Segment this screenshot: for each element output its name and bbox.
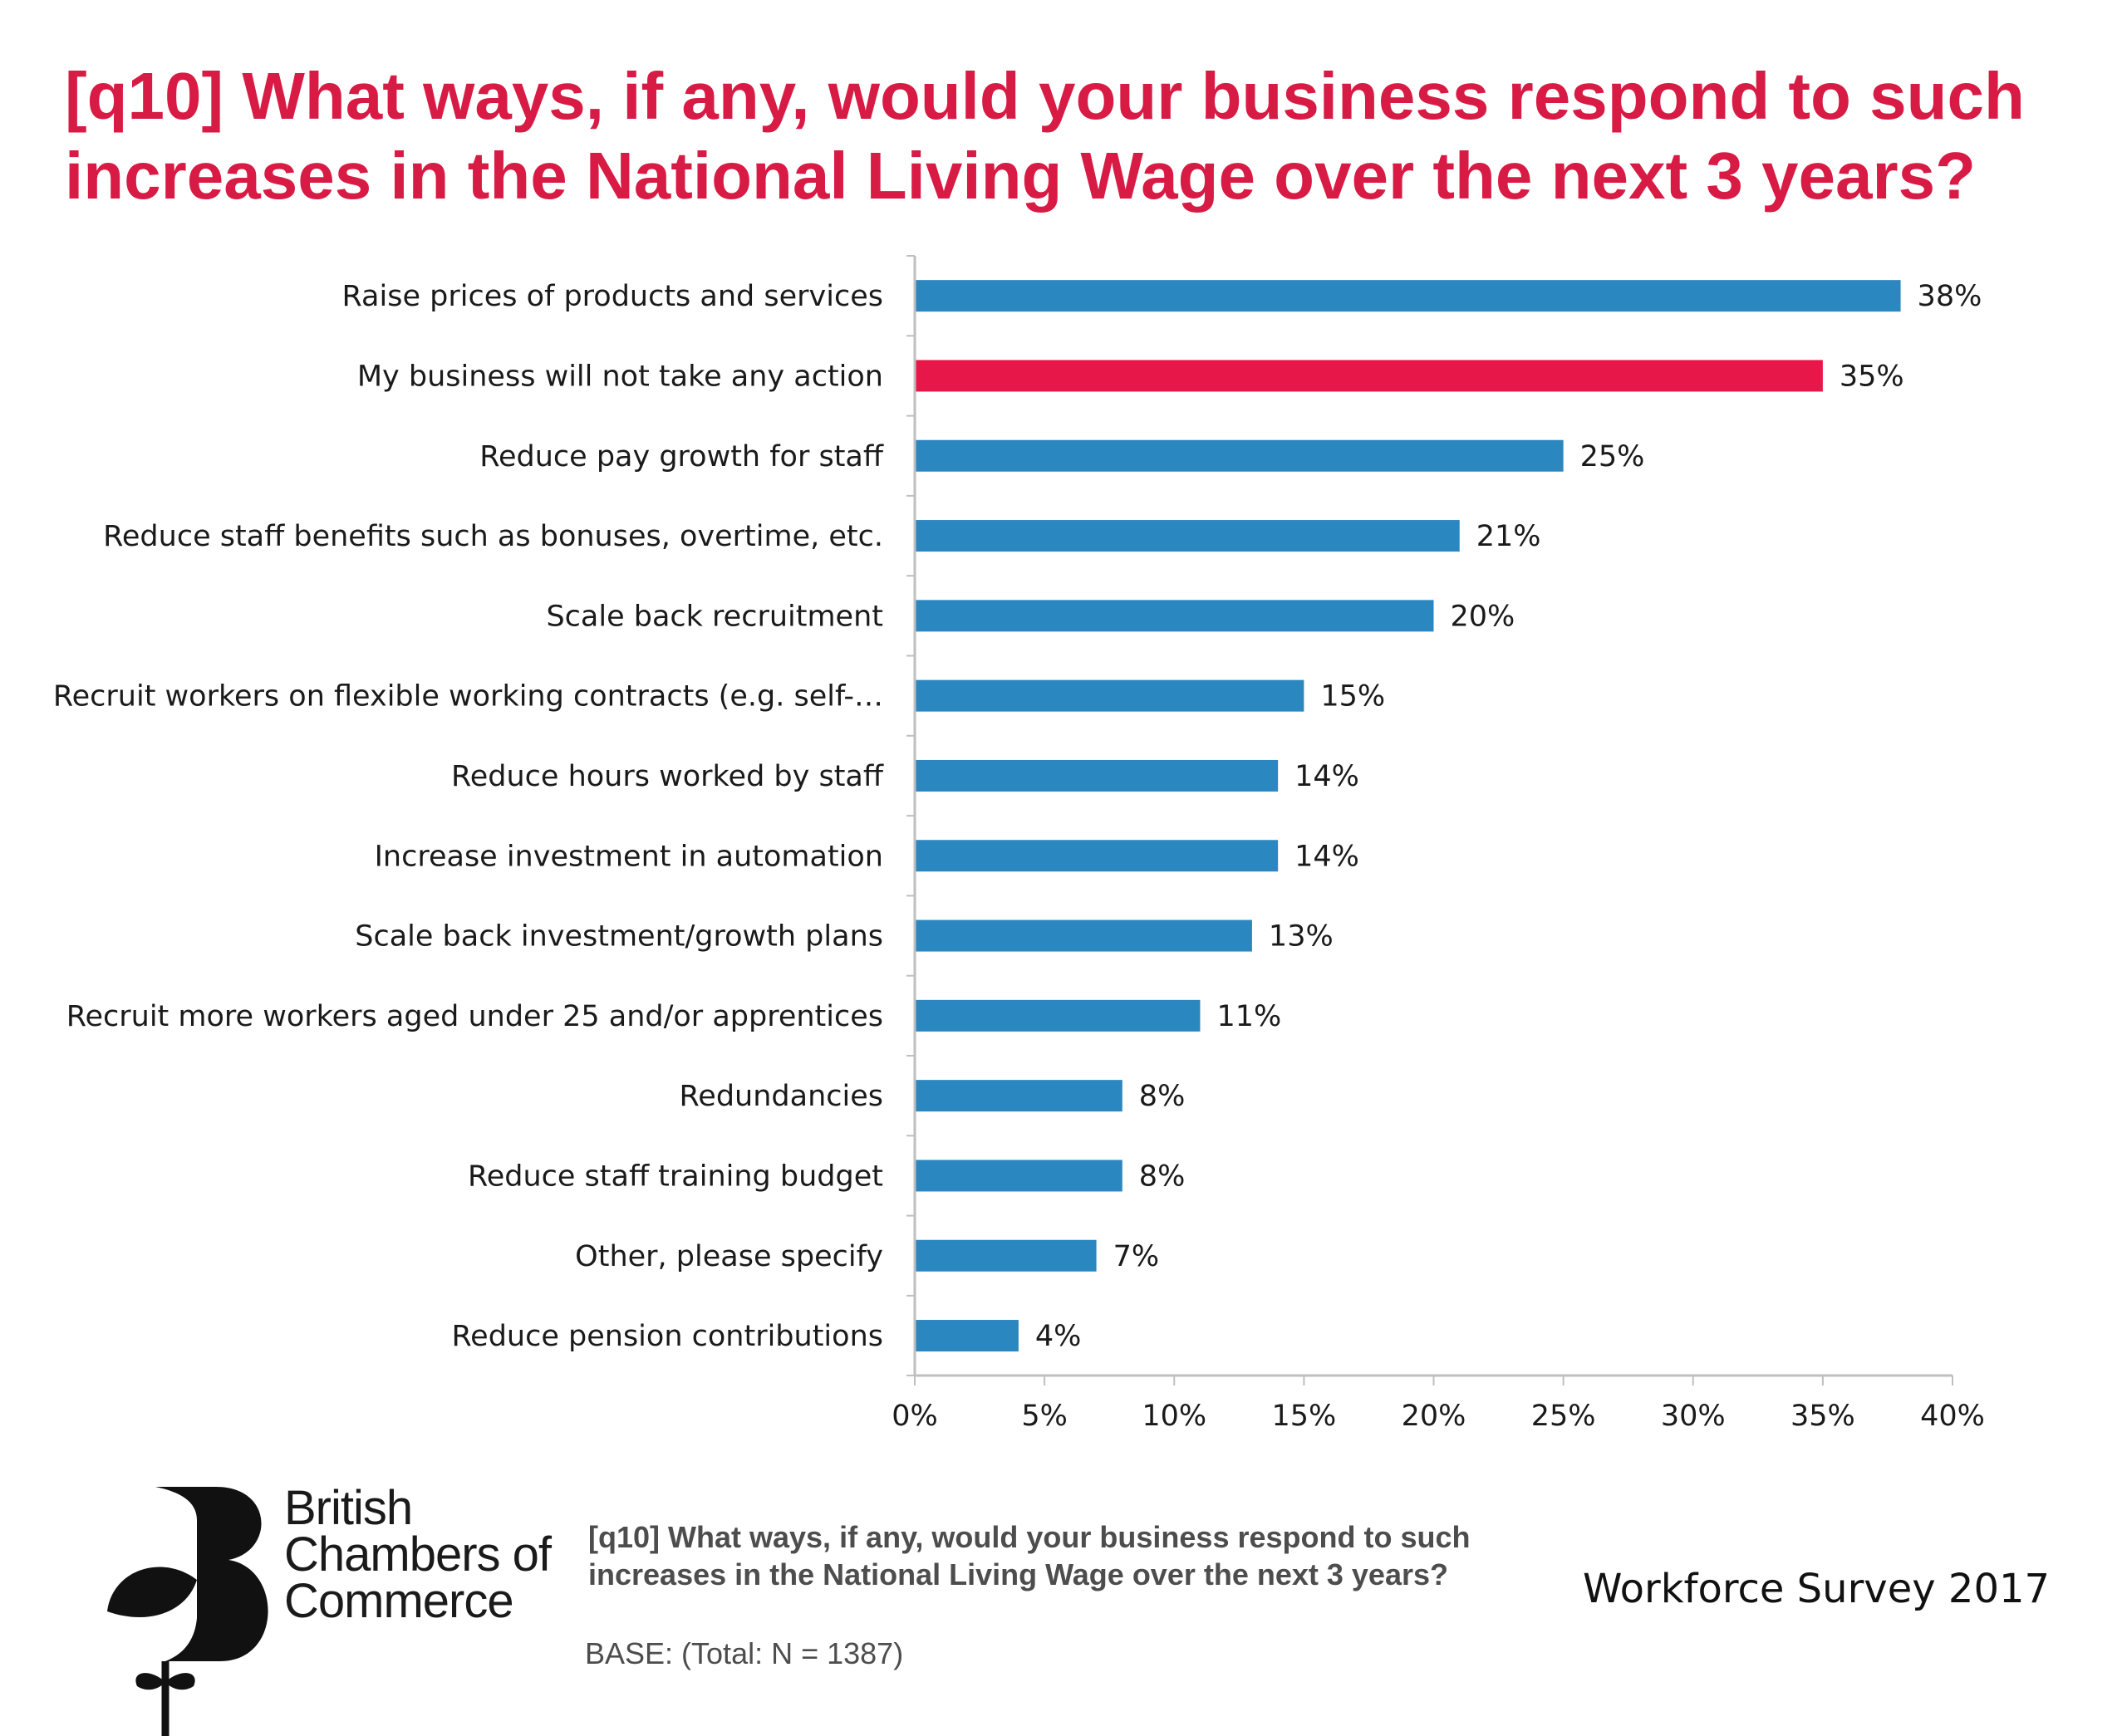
category-label: Increase investment in automation [375, 840, 883, 873]
data-label: 35% [1840, 360, 1904, 393]
footer-question-line-1: [q10] What ways, if any, would your busi… [588, 1520, 1471, 1554]
x-tick-label: 40% [1920, 1400, 1985, 1433]
page-title-line-2: increases in the National Living Wage ov… [65, 139, 1976, 213]
page-title-line-1: [q10] What ways, if any, would your busi… [65, 59, 2025, 133]
x-tick-label: 0% [892, 1400, 938, 1433]
data-label: 14% [1294, 840, 1359, 873]
category-label: Reduce staff benefits such as bonuses, o… [103, 520, 883, 553]
data-label: 11% [1216, 1000, 1281, 1033]
bar [915, 1160, 1122, 1192]
bar [915, 919, 1252, 952]
category-label: Recruit workers on flexible working cont… [53, 680, 883, 714]
bar [915, 1080, 1122, 1112]
bars-layer [915, 280, 1901, 1352]
organisation-name-line-2: Chambers of [284, 1528, 552, 1582]
data-label: 20% [1451, 600, 1515, 633]
category-label: Redundancies [680, 1080, 883, 1113]
x-tick-label: 15% [1271, 1400, 1336, 1433]
bar [915, 999, 1201, 1032]
x-tick-label: 30% [1661, 1400, 1726, 1433]
data-label: 4% [1035, 1320, 1082, 1353]
survey-name: Workforce Survey 2017 [1583, 1566, 2051, 1612]
x-tick-label: 5% [1021, 1400, 1068, 1433]
bar [915, 600, 1434, 632]
category-label: Scale back investment/growth plans [355, 920, 883, 954]
footer-question-line-2: increases in the National Living Wage ov… [588, 1557, 1448, 1591]
category-label: Scale back recruitment [546, 600, 883, 633]
footer-question: [q10] What ways, if any, would your busi… [588, 1518, 1585, 1593]
bcc-b-flower-logo-icon [107, 1487, 268, 1736]
bar [915, 679, 1304, 712]
labels-layer: Raise prices of products and services 38%… [53, 280, 1985, 1433]
data-label: 14% [1294, 760, 1359, 793]
x-tick-label: 25% [1531, 1400, 1596, 1433]
bar [915, 840, 1279, 872]
x-tick-label: 20% [1402, 1400, 1466, 1433]
data-label: 13% [1269, 920, 1334, 954]
bar [915, 280, 1901, 312]
category-label: Reduce hours worked by staff [451, 760, 884, 793]
bar-chart: Raise prices of products and services 38%… [53, 255, 1985, 1433]
category-label: Raise prices of products and services [342, 280, 884, 313]
bar [915, 360, 1823, 392]
bar [915, 439, 1564, 472]
bar [915, 1239, 1097, 1272]
axis-layer [906, 255, 1953, 1385]
x-tick-label: 35% [1791, 1400, 1855, 1433]
x-tick-label: 10% [1142, 1400, 1206, 1433]
organisation-name: British Chambers of Commerce [284, 1481, 552, 1628]
data-label: 7% [1113, 1240, 1160, 1273]
data-label: 8% [1139, 1080, 1186, 1113]
category-label: Reduce pay growth for staff [479, 440, 884, 473]
data-label: 15% [1320, 680, 1385, 714]
data-label: 8% [1139, 1160, 1186, 1193]
bar [915, 759, 1279, 792]
category-label: My business will not take any action [357, 360, 883, 393]
data-label: 21% [1476, 520, 1541, 553]
data-label: 25% [1580, 440, 1645, 473]
category-label: Other, please specify [575, 1240, 883, 1273]
base-note: BASE: (Total: N = 1387) [585, 1636, 904, 1670]
category-label: Recruit more workers aged under 25 and/o… [66, 1000, 883, 1033]
page-title: [q10] What ways, if any, would your busi… [65, 56, 2059, 216]
category-label: Reduce staff training budget [468, 1160, 883, 1193]
data-label: 38% [1918, 280, 1982, 313]
organisation-name-line-3: Commerce [284, 1574, 514, 1628]
bar [915, 1320, 1019, 1352]
category-label: Reduce pension contributions [451, 1320, 883, 1353]
bar [915, 520, 1460, 552]
organisation-name-line-1: British [284, 1481, 413, 1535]
